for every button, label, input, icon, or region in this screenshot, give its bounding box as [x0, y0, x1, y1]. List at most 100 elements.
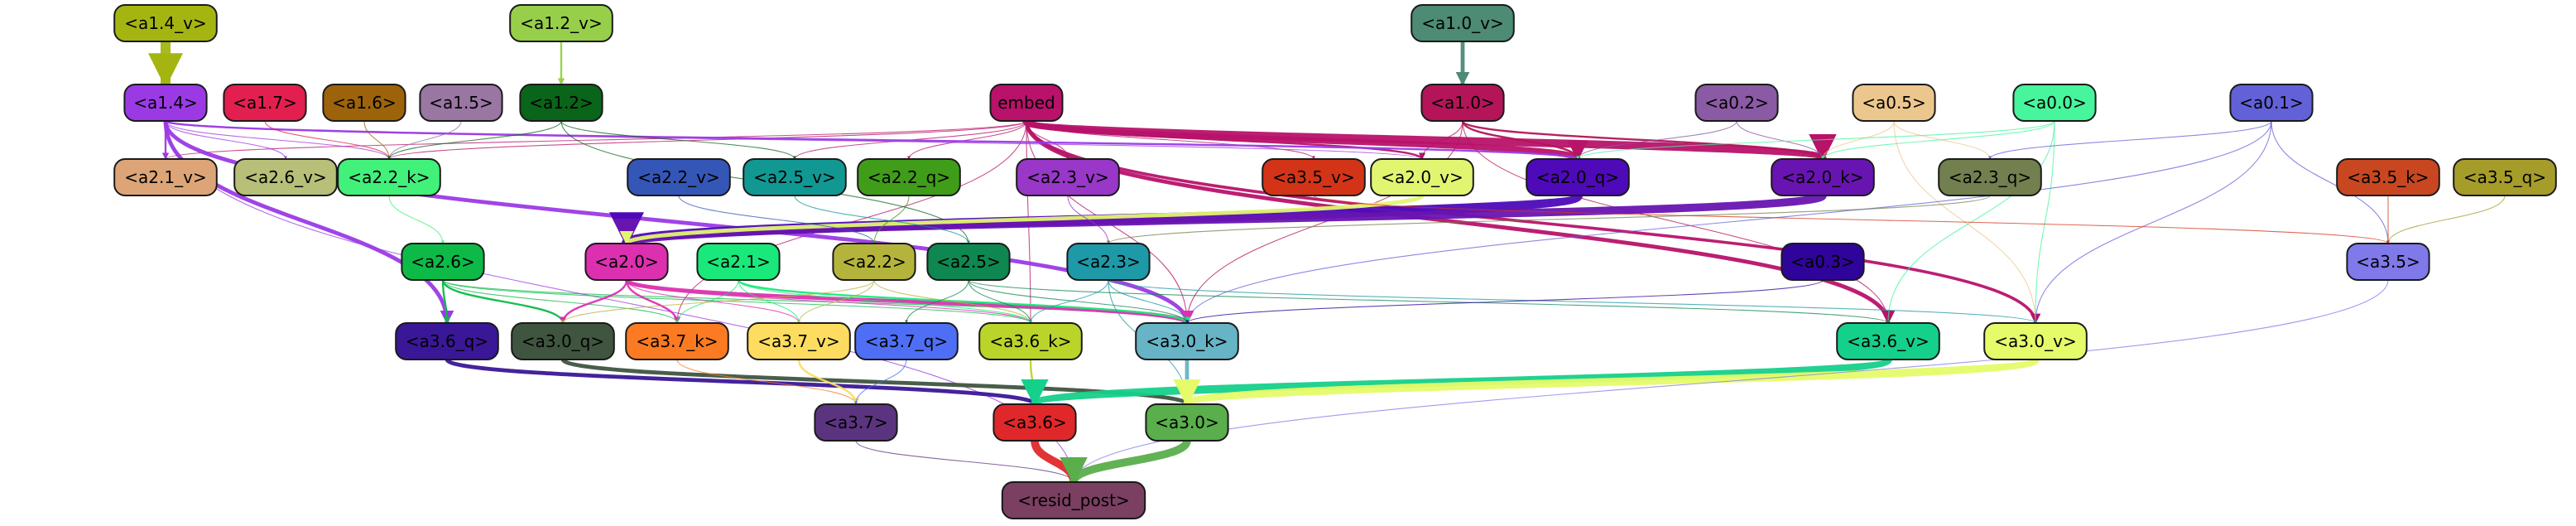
edge-a3-7-q-to-a3-7 — [854, 359, 907, 405]
node-label: <a2.0> — [594, 252, 659, 272]
node-a0-5[interactable]: <a0.5> — [1852, 84, 1936, 122]
node-a3-7-v[interactable]: <a3.7_v> — [747, 322, 851, 360]
edge-a1-0-to-a2-0-q — [1461, 120, 1582, 160]
node-box — [113, 158, 218, 196]
edge-a0-5-to-a2-0-k — [1821, 120, 1895, 160]
node-label: embed — [997, 93, 1055, 113]
node-a1-0-v[interactable]: <a1.0_v> — [1411, 4, 1515, 42]
edge-a2-3-v-to-a2-3 — [1067, 195, 1110, 244]
node-a3-6-v[interactable]: <a3.6_v> — [1836, 322, 1940, 360]
node-label: <a3.6_q> — [406, 331, 488, 351]
edge-a3-0-to-resid-post — [1060, 439, 1191, 485]
edge-a0-2-to-a2-0-k — [1736, 120, 1824, 160]
node-label: <a2.0_v> — [1381, 167, 1463, 187]
node-a2-5-v[interactable]: <a2.5_v> — [743, 158, 847, 196]
node-a3-0-v[interactable]: <a3.0_v> — [1983, 322, 2088, 360]
node-a1-2-v[interactable]: <a1.2_v> — [509, 4, 613, 42]
edge-a3-6-q-to-a3-6 — [445, 357, 1041, 407]
node-box — [223, 84, 307, 122]
node-box — [1420, 84, 1505, 122]
node-label: <a3.7_q> — [865, 331, 948, 351]
node-a2-2-k[interactable]: <a2.2_k> — [337, 158, 441, 196]
node-a3-0-k[interactable]: <a3.0_k> — [1135, 322, 1239, 360]
node-a2-1[interactable]: <a2.1> — [696, 243, 781, 281]
node-box — [857, 158, 961, 196]
node-a3-5-k[interactable]: <a3.5_k> — [2336, 158, 2440, 196]
node-label: <a2.3_q> — [1949, 167, 2031, 187]
node-a1-5[interactable]: <a1.5> — [419, 84, 503, 122]
edge-a0-0-to-a3-0-v — [2034, 120, 2055, 324]
node-a3-6-q[interactable]: <a3.6_q> — [395, 322, 499, 360]
node-a1-6[interactable]: <a1.6> — [322, 84, 406, 122]
node-label: <a1.4> — [133, 93, 198, 113]
node-box — [509, 4, 613, 42]
edge-a2-1-to-a3-6-k — [738, 279, 1032, 324]
node-a2-0-q[interactable]: <a2.0_q> — [1526, 158, 1630, 196]
node-box — [519, 84, 603, 122]
node-label: <a3.5_v> — [1272, 167, 1354, 187]
node-a3-0[interactable]: <a3.0> — [1145, 403, 1229, 442]
node-a2-2-q[interactable]: <a2.2_q> — [857, 158, 961, 196]
node-box — [2346, 243, 2430, 281]
edge-a0-0-to-a2-0-q — [1576, 120, 2055, 160]
node-a3-5-v[interactable]: <a3.5_v> — [1262, 158, 1366, 196]
node-box — [584, 243, 669, 281]
node-a3-0-q[interactable]: <a3.0_q> — [511, 322, 615, 360]
node-label: <a2.2> — [842, 252, 906, 272]
edge-a3-0-v-to-a3-0 — [1174, 355, 2040, 408]
node-a2-2[interactable]: <a2.2> — [832, 243, 916, 281]
node-box — [1145, 403, 1229, 442]
edge-a2-6-to-a3-6-q — [441, 279, 451, 324]
node-a2-3-v[interactable]: <a2.3_v> — [1016, 158, 1120, 196]
node-box — [337, 158, 441, 196]
node-label: <a3.7_k> — [636, 331, 718, 351]
node-a2-5[interactable]: <a2.5> — [926, 243, 1011, 281]
node-a1-4-v[interactable]: <a1.4_v> — [113, 4, 218, 42]
node-a0-0[interactable]: <a0.0> — [2012, 84, 2097, 122]
node-a3-7-k[interactable]: <a3.7_k> — [625, 322, 729, 360]
node-label: <a3.5_q> — [2463, 167, 2546, 187]
node-box — [992, 403, 1077, 442]
node-a2-0[interactable]: <a2.0> — [584, 243, 669, 281]
edge-a1-0-to-a3-6-v — [1462, 120, 1890, 324]
node-a2-1-v[interactable]: <a2.1_v> — [113, 158, 218, 196]
node-a2-0-v[interactable]: <a2.0_v> — [1370, 158, 1474, 196]
node-a0-1[interactable]: <a0.1> — [2229, 84, 2314, 122]
node-a2-6[interactable]: <a2.6> — [401, 243, 485, 281]
node-a1-0[interactable]: <a1.0> — [1420, 84, 1505, 122]
node-label: <a0.2> — [1704, 93, 1769, 113]
edge-a3-0-q-to-a3-0 — [560, 357, 1194, 407]
node-a1-2[interactable]: <a1.2> — [519, 84, 603, 122]
node-label: <a1.5> — [429, 93, 493, 113]
node-a0-3[interactable]: <a0.3> — [1781, 243, 1865, 281]
node-a2-0-k[interactable]: <a2.0_k> — [1771, 158, 1875, 196]
node-a2-6-v[interactable]: <a2.6_v> — [233, 158, 338, 196]
node-box — [747, 322, 851, 360]
node-box — [854, 322, 959, 360]
node-label: <a2.2_k> — [348, 167, 430, 187]
node-a2-2-v[interactable]: <a2.2_v> — [627, 158, 731, 196]
node-a3-7-q[interactable]: <a3.7_q> — [854, 322, 959, 360]
node-a3-6-k[interactable]: <a3.6_k> — [978, 322, 1083, 360]
node-box — [401, 243, 485, 281]
node-resid-post[interactable]: <resid_post> — [1001, 481, 1146, 519]
node-a3-5-q[interactable]: <a3.5_q> — [2453, 158, 2557, 196]
edge-a2-2-to-a3-0-q — [561, 279, 875, 324]
node-a0-2[interactable]: <a0.2> — [1694, 84, 1779, 122]
node-label: <a2.3_v> — [1026, 167, 1108, 187]
edge-a2-2-to-a3-7-v — [797, 279, 875, 324]
node-box — [1370, 158, 1474, 196]
node-a3-6[interactable]: <a3.6> — [992, 403, 1077, 442]
edge-a3-7-v-to-a3-7 — [797, 359, 860, 405]
node-box — [2229, 84, 2314, 122]
node-a2-3-q[interactable]: <a2.3_q> — [1938, 158, 2042, 196]
node-embed[interactable]: embed — [989, 84, 1064, 122]
node-label: <a2.1> — [706, 252, 771, 272]
node-a2-3[interactable]: <a2.3> — [1066, 243, 1151, 281]
node-a1-7[interactable]: <a1.7> — [223, 84, 307, 122]
node-a1-4[interactable]: <a1.4> — [123, 84, 208, 122]
node-box — [113, 4, 218, 42]
node-a3-5[interactable]: <a3.5> — [2346, 243, 2430, 281]
edge-a0-0-to-a2-0-k — [1821, 120, 2055, 160]
node-a3-7[interactable]: <a3.7> — [814, 403, 898, 442]
